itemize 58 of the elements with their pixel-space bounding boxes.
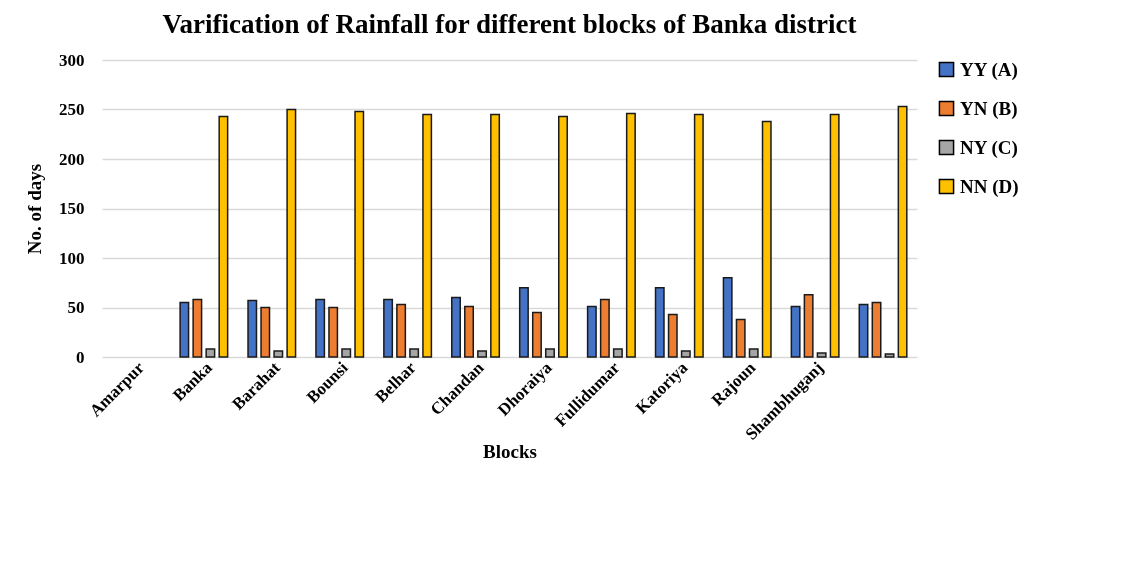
bar [667,313,678,358]
bar [192,298,203,358]
bar [654,286,665,358]
y-tick-label: 150 [59,199,85,218]
bar [422,113,433,358]
bar [680,350,691,358]
bar [897,105,908,358]
bar [341,348,352,358]
bar [179,301,190,358]
y-tick-label: 50 [67,298,85,317]
bar [531,311,542,358]
bar [518,286,529,358]
bar [396,303,407,358]
legend-label: YN (B) [960,97,1018,120]
bar [451,296,461,358]
bar [829,113,840,358]
bar [803,293,814,358]
bar [558,115,568,358]
bar [722,277,733,358]
bar [464,305,475,358]
bar [477,350,488,358]
bar [858,303,869,358]
y-tick-label: 300 [59,50,85,70]
bar [544,348,555,358]
bar [247,299,258,358]
bar [260,306,271,358]
legend-label: NY (C) [960,136,1018,159]
bar [286,108,297,358]
bar [383,298,394,358]
y-axis-title: No. of days [24,163,45,255]
bar [625,112,636,358]
bar [761,120,772,358]
bar [218,115,229,358]
bar [273,350,284,358]
bar [354,110,365,358]
bar [693,113,704,358]
bar [599,298,610,358]
bar [409,348,420,358]
bar [315,298,326,358]
bar [490,113,501,358]
bar [612,348,623,358]
bar [790,305,801,358]
y-tick-label: 250 [59,100,85,119]
y-tick-label: 200 [59,149,85,169]
bar [328,306,339,358]
y-tick-label: 100 [59,248,85,268]
y-tick-label: 0 [76,347,85,367]
x-axis-title: Blocks [483,440,537,462]
bar [884,353,895,358]
bar [205,348,216,358]
legend-label: NN (D) [960,175,1019,198]
chart-title: Varification of Rainfall for different blocks of Banka district [162,9,857,39]
bar [735,318,746,358]
legend-label: YY (A) [960,58,1018,81]
bar [871,301,882,358]
bar [748,348,759,358]
bar [816,352,827,358]
bar [586,305,597,358]
